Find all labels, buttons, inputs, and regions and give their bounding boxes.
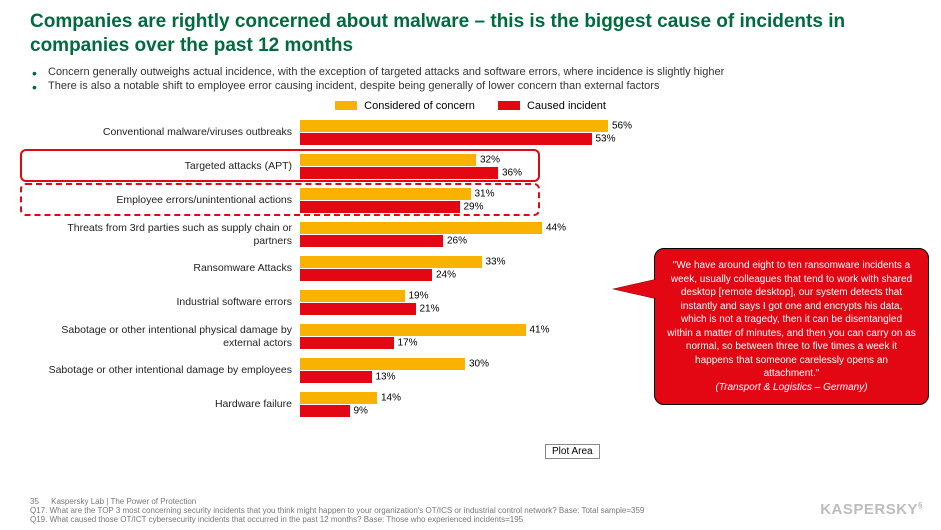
bar-incident: 24%: [300, 269, 432, 281]
callout-text: "We have around eight to ten ransomware …: [667, 259, 916, 381]
bar-incident: 13%: [300, 371, 372, 383]
slide-title: Companies are rightly concerned about ma…: [0, 0, 941, 66]
legend-label: Considered of concern: [364, 100, 475, 112]
bullet-item: Concern generally outweighs actual incid…: [30, 66, 911, 78]
category-label: Sabotage or other intentional physical d…: [30, 324, 300, 348]
footer-q17: Q17. What are the TOP 3 most concerning …: [30, 506, 911, 515]
category-label: Sabotage or other intentional damage by …: [30, 364, 300, 376]
bar-value: 36%: [502, 168, 522, 179]
callout-tail: [613, 279, 657, 299]
bar-value: 56%: [612, 121, 632, 132]
quote-callout: "We have around eight to ten ransomware …: [654, 248, 929, 405]
bullet-item: There is also a notable shift to employe…: [30, 80, 911, 92]
bullet-list: Concern generally outweighs actual incid…: [0, 66, 941, 100]
legend-swatch-concern: [335, 101, 357, 110]
callout-attribution: (Transport & Logistics – Germany): [667, 381, 916, 395]
bars-container: 32%36%: [300, 153, 941, 180]
slide-footer: 35 Kaspersky Lab | The Power of Protecti…: [30, 497, 911, 524]
category-label: Ransomware Attacks: [30, 262, 300, 274]
category-label: Targeted attacks (APT): [30, 160, 300, 172]
category-label: Threats from 3rd parties such as supply …: [30, 222, 300, 246]
bar-incident: 26%: [300, 235, 443, 247]
category-label: Conventional malware/viruses outbreaks: [30, 126, 300, 138]
chart-row: Employee errors/unintentional actions31%…: [30, 184, 941, 218]
bars-container: 56%53%: [300, 119, 941, 146]
chart-legend: Considered of concern Caused incident: [0, 100, 941, 112]
footer-tagline: Kaspersky Lab | The Power of Protection: [51, 497, 196, 506]
bar-concern: 33%: [300, 256, 482, 268]
category-label: Employee errors/unintentional actions: [30, 194, 300, 206]
bar-incident: 9%: [300, 405, 350, 417]
bar-incident: 53%: [300, 133, 592, 145]
bar-concern: 14%: [300, 392, 377, 404]
legend-incident: Caused incident: [498, 100, 606, 112]
bar-value: 13%: [376, 372, 396, 383]
chart-row: Conventional malware/viruses outbreaks56…: [30, 116, 941, 150]
category-label: Hardware failure: [30, 398, 300, 410]
bar-value: 30%: [469, 359, 489, 370]
bar-concern: 30%: [300, 358, 465, 370]
legend-concern: Considered of concern: [335, 100, 475, 112]
legend-swatch-incident: [498, 101, 520, 110]
bar-value: 9%: [354, 406, 368, 417]
bar-value: 26%: [447, 236, 467, 247]
bar-value: 17%: [398, 338, 418, 349]
bar-concern: 44%: [300, 222, 542, 234]
bar-value: 29%: [464, 202, 484, 213]
bars-container: 44%26%: [300, 221, 941, 248]
bar-value: 32%: [480, 155, 500, 166]
bar-incident: 36%: [300, 167, 498, 179]
bar-concern: 19%: [300, 290, 405, 302]
chart-row: Threats from 3rd parties such as supply …: [30, 218, 941, 252]
kaspersky-logo: KASPERSKY§: [820, 501, 923, 518]
bar-value: 31%: [475, 189, 495, 200]
bar-incident: 21%: [300, 303, 416, 315]
bar-concern: 32%: [300, 154, 476, 166]
chart-row: Targeted attacks (APT)32%36%: [30, 150, 941, 184]
bars-container: 31%29%: [300, 187, 941, 214]
bar-value: 41%: [530, 325, 550, 336]
legend-label: Caused incident: [527, 100, 606, 112]
plot-area-label: Plot Area: [545, 444, 600, 459]
bar-value: 24%: [436, 270, 456, 281]
bar-concern: 31%: [300, 188, 471, 200]
bar-value: 19%: [409, 291, 429, 302]
footer-q19: Q19. What caused those OT/ICT cybersecur…: [30, 515, 911, 524]
bar-value: 14%: [381, 393, 401, 404]
bar-value: 21%: [420, 304, 440, 315]
bar-value: 33%: [486, 257, 506, 268]
page-number: 35: [30, 497, 39, 506]
bar-value: 53%: [596, 134, 616, 145]
bar-incident: 17%: [300, 337, 394, 349]
category-label: Industrial software errors: [30, 296, 300, 308]
bar-concern: 56%: [300, 120, 608, 132]
bar-concern: 41%: [300, 324, 526, 336]
bar-value: 44%: [546, 223, 566, 234]
bar-incident: 29%: [300, 201, 460, 213]
